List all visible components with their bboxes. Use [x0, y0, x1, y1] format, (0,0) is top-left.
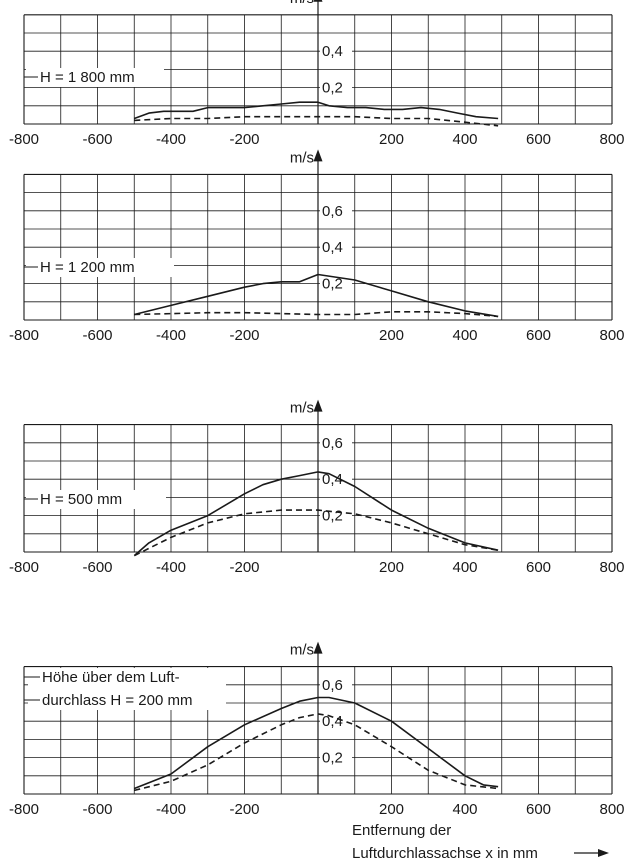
x-tick-label: -200	[229, 327, 259, 344]
y-tick-label: 0,6	[322, 435, 343, 452]
chart-panel-3: m/s 0,2 0,4 0,6 -800 -600 -400 -200 200 400 600 800…	[9, 399, 625, 576]
x-tick-label: 200	[379, 801, 404, 818]
x-tick-label: -200	[229, 801, 259, 818]
chart-panel-1: m/s 0,2 0,4 -800 -600 -400 -200 200 400 600 800 H =…	[9, 0, 625, 148]
x-tick-label: -200	[229, 559, 259, 576]
x-tick-label: -600	[82, 559, 112, 576]
height-label-background	[28, 668, 226, 710]
x-tick-label: 800	[599, 559, 624, 576]
y-tick-label-background	[320, 433, 352, 450]
y-axis-unit-label: m/s	[290, 642, 314, 659]
x-tick-label: 400	[452, 559, 477, 576]
x-tick-label: 800	[599, 327, 624, 344]
y-tick-label-background	[320, 748, 352, 765]
x-tick-label: -600	[82, 801, 112, 818]
x-tick-label: -400	[156, 801, 186, 818]
height-label: H = 500 mm	[40, 491, 122, 508]
y-axis-arrow-icon	[313, 399, 323, 412]
x-tick-label: -800	[9, 801, 39, 818]
series-line-solid	[133, 471, 499, 557]
y-tick-label: 0,4	[322, 713, 343, 730]
x-tick-label: 200	[379, 327, 404, 344]
x-axis-caption-line-2: Luftdurchlassachse x in mm	[352, 845, 538, 862]
x-tick-label: -800	[9, 131, 39, 148]
y-tick-label-background	[320, 78, 352, 95]
series-line-dashed	[134, 115, 499, 127]
y-tick-label: 0,4	[322, 471, 343, 488]
x-tick-label: 400	[452, 131, 477, 148]
x-tick-label: -400	[156, 327, 186, 344]
x-tick-label: 400	[452, 801, 477, 818]
y-tick-label-background	[320, 42, 352, 59]
y-tick-label: 0,2	[322, 750, 343, 767]
x-tick-label: -800	[9, 559, 39, 576]
x-tick-label: -800	[9, 327, 39, 344]
series-line-dashed	[134, 713, 499, 792]
y-axis-unit-label: m/s	[290, 0, 314, 7]
height-label: durchlass H = 200 mm	[42, 692, 192, 709]
y-tick-label: 0,2	[322, 508, 343, 525]
height-label-background	[26, 68, 164, 87]
x-tick-label: -200	[229, 131, 259, 148]
x-tick-label: -400	[156, 131, 186, 148]
chart-panel-4: m/s 0,2 0,4 0,6 -800 -600 -400 -200 200 400 600 800…	[9, 641, 625, 818]
y-tick-label: 0,2	[322, 80, 343, 97]
y-axis-arrow-icon	[313, 0, 323, 2]
x-axis-caption-line-1: Entfernung der	[352, 822, 451, 839]
x-tick-label: -400	[156, 559, 186, 576]
series-line-solid	[134, 101, 499, 120]
x-axis-direction-arrow-head	[598, 849, 609, 857]
y-tick-label-background	[320, 675, 352, 692]
height-label: H = 1 800 mm	[40, 69, 135, 86]
series-line-solid	[134, 273, 499, 318]
y-tick-label: 0,4	[322, 239, 343, 256]
height-label-background	[26, 258, 174, 277]
height-label: Höhe über dem Luft-	[42, 669, 180, 686]
x-tick-label: 200	[379, 559, 404, 576]
x-tick-label: -600	[82, 131, 112, 148]
x-tick-label: 800	[599, 131, 624, 148]
series-line-solid	[134, 696, 499, 790]
x-tick-label: -600	[82, 327, 112, 344]
height-label: H = 1 200 mm	[40, 259, 135, 276]
y-tick-label: 0,2	[322, 276, 343, 293]
x-tick-label: 600	[526, 327, 551, 344]
y-tick-label: 0,6	[322, 677, 343, 694]
x-tick-label: 400	[452, 327, 477, 344]
x-tick-label: 800	[599, 801, 624, 818]
y-tick-label-background	[320, 238, 352, 255]
x-tick-label: 600	[526, 559, 551, 576]
y-tick-label: 0,6	[322, 203, 343, 220]
y-axis-arrow-icon	[313, 149, 323, 162]
x-tick-label: 600	[526, 131, 551, 148]
y-tick-label: 0,4	[322, 43, 343, 60]
y-axis-arrow-icon	[313, 641, 323, 654]
chart-panel-2: m/s 0,2 0,4 0,6 -800 -600 -400 -200 200 400 600 800…	[9, 149, 625, 344]
y-axis-unit-label: m/s	[290, 149, 314, 166]
series-line-dashed	[133, 509, 499, 557]
y-tick-label-background	[320, 201, 352, 218]
series-line-dashed	[134, 310, 499, 318]
x-tick-label: 200	[379, 131, 404, 148]
height-label-background	[26, 490, 166, 509]
y-axis-unit-label: m/s	[290, 400, 314, 417]
x-tick-label: 600	[526, 801, 551, 818]
